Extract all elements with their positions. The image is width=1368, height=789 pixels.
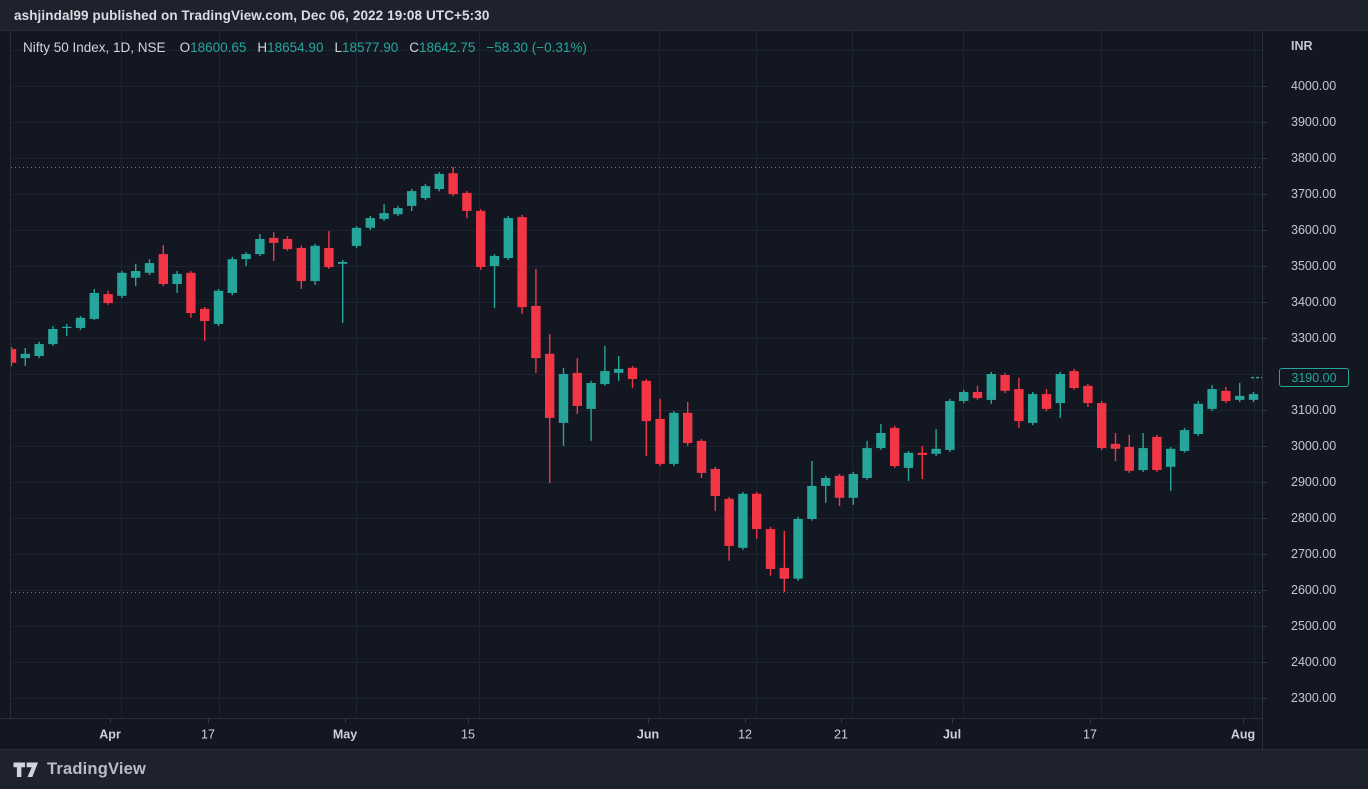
time-tickmark xyxy=(840,719,842,723)
candlestick-chart[interactable] xyxy=(11,31,1262,718)
price-tickmark xyxy=(1263,194,1267,196)
time-tickmark xyxy=(1089,719,1091,723)
time-axis-label: Jul xyxy=(942,727,962,742)
price-axis[interactable]: INR 3190.00 4000.00 3900.00 3800.00 3700.00… xyxy=(1262,31,1368,751)
time-axis-label: 12 xyxy=(738,727,753,742)
time-axis-label: Apr xyxy=(99,727,121,742)
price-tick-label: 3600.00 xyxy=(1291,223,1337,237)
chart-widget: Nifty 50 Index, 1D, NSE O18600.65 H18654… xyxy=(0,30,1368,751)
chart-legend: Nifty 50 Index, 1D, NSE O18600.65 H18654… xyxy=(23,40,587,55)
price-tick-label: 3500.00 xyxy=(1291,258,1337,273)
time-axis-label: 17 xyxy=(201,727,215,742)
ohlc-open-value: 18600.65 xyxy=(190,40,247,55)
symbol-title: Nifty 50 Index, 1D, NSE xyxy=(23,40,166,55)
ohlc-high-label: H xyxy=(257,40,268,55)
price-tickmark xyxy=(1263,230,1267,231)
price-tickmark xyxy=(1263,409,1267,411)
time-tickmark xyxy=(1242,719,1244,723)
time-tickmark xyxy=(345,719,347,723)
change-value: −58.30 (−0.31%) xyxy=(486,40,587,55)
price-tickmark xyxy=(1263,517,1267,519)
ohlc-high-value: 18654.90 xyxy=(267,40,324,55)
price-tickmark xyxy=(1263,265,1267,267)
snapshot-attribution: ashjindal99 published on TradingView.com… xyxy=(14,7,490,23)
tradingview-logo[interactable]: TradingView xyxy=(13,760,146,779)
time-tickmark xyxy=(648,719,650,723)
time-tickmark xyxy=(110,719,112,723)
price-tick-label: 3300.00 xyxy=(1291,330,1337,345)
price-tick-label: 3000.00 xyxy=(1291,438,1337,453)
time-axis-label: Aug xyxy=(1230,727,1256,742)
ohlc-open: O18600.65 xyxy=(180,40,247,55)
last-price-label: 3190.00 xyxy=(1279,368,1349,388)
price-tick-label: 3800.00 xyxy=(1291,151,1337,166)
price-tickmark xyxy=(1263,625,1267,627)
price-tick-label: 3900.00 xyxy=(1291,115,1337,130)
price-tickmark xyxy=(1263,445,1267,447)
price-tickmark xyxy=(1263,661,1267,663)
price-tick-label: 2300.00 xyxy=(1291,690,1337,705)
ohlc-open-label: O xyxy=(179,40,191,55)
price-tick-label: 2400.00 xyxy=(1291,654,1337,669)
ohlc-low-value: 18577.90 xyxy=(341,40,399,55)
time-tickmark xyxy=(207,719,209,723)
price-tickmark xyxy=(1263,86,1267,88)
price-tick-label: 3700.00 xyxy=(1291,187,1337,202)
time-axis-label: May xyxy=(332,727,358,742)
time-tickmark xyxy=(745,719,747,723)
snapshot-footer: TradingView xyxy=(0,750,1368,789)
price-tick-label: 2800.00 xyxy=(1291,510,1337,525)
price-tick-label: 3100.00 xyxy=(1291,402,1337,417)
price-tickmark xyxy=(1263,553,1267,555)
ohlc-close-value: 18642.75 xyxy=(419,40,476,55)
price-tick-label: 2900.00 xyxy=(1291,474,1337,489)
ohlc-low: L18577.90 xyxy=(334,40,398,55)
snapshot-header: ashjindal99 published on TradingView.com… xyxy=(0,0,1368,30)
chart-pane[interactable]: Nifty 50 Index, 1D, NSE O18600.65 H18654… xyxy=(10,31,1262,718)
price-tickmark xyxy=(1263,122,1267,124)
time-axis-label: 17 xyxy=(1083,727,1097,742)
ohlc-close: C18642.75 xyxy=(409,40,475,55)
price-tickmark xyxy=(1263,589,1267,591)
price-tick-label: 4000.00 xyxy=(1291,79,1337,94)
ohlc-close-label: C xyxy=(409,40,420,55)
price-tick-label: 2700.00 xyxy=(1291,546,1337,561)
price-tickmark xyxy=(1263,301,1267,303)
time-axis[interactable]: Apr 17 May 15 Jun 12 21 Jul 17 Aug xyxy=(0,718,1262,751)
time-tickmark xyxy=(952,719,954,723)
time-axis-label: 21 xyxy=(834,727,848,742)
time-tickmark xyxy=(467,719,469,723)
tradingview-logo-text: TradingView xyxy=(47,760,147,778)
price-tick-label: 3400.00 xyxy=(1291,294,1337,309)
currency-label: INR xyxy=(1291,39,1313,53)
ohlc-low-label: L xyxy=(334,40,342,55)
ohlc-high: H18654.90 xyxy=(257,40,323,55)
tradingview-logo-icon xyxy=(13,762,38,777)
price-tick-label: 2500.00 xyxy=(1291,618,1337,633)
price-tickmark xyxy=(1263,697,1267,699)
time-axis-label: 15 xyxy=(461,727,475,742)
price-tick-label: 2600.00 xyxy=(1291,582,1337,597)
time-axis-label: Jun xyxy=(636,727,660,742)
price-tickmark xyxy=(1263,158,1267,160)
price-tickmark xyxy=(1263,481,1267,483)
price-tickmark xyxy=(1263,337,1267,339)
last-price-text: 3190.00 xyxy=(1291,370,1337,385)
